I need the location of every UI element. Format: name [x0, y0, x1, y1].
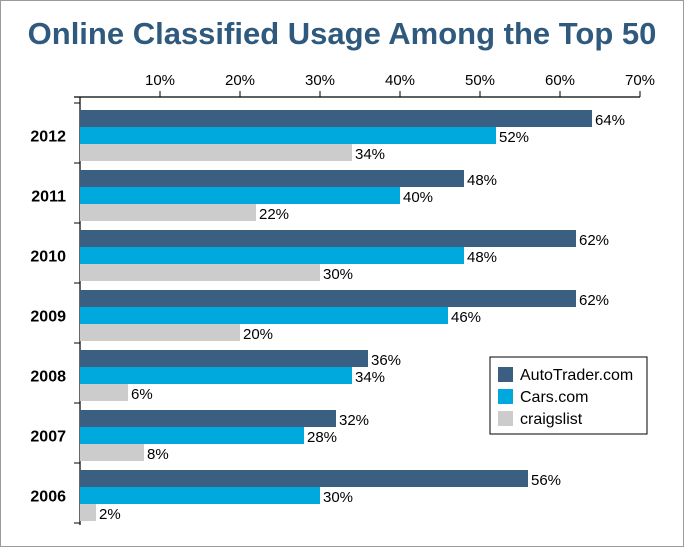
category-label: 2010	[30, 249, 66, 266]
bar	[80, 410, 336, 427]
data-label: 40%	[403, 189, 433, 206]
data-label: 62%	[579, 232, 609, 249]
bar	[80, 290, 576, 307]
category-label: 2006	[30, 489, 66, 506]
bar	[80, 144, 352, 161]
bar	[80, 170, 464, 187]
legend-swatch	[498, 411, 513, 426]
bar	[80, 470, 528, 487]
axis-layer: 10% 20% 30% 40% 50% 60% 70%	[74, 72, 655, 525]
data-label: 48%	[467, 172, 497, 189]
x-tick-label: 20%	[225, 72, 255, 89]
legend-label: craigslist	[520, 411, 583, 428]
data-label: 6%	[131, 386, 153, 403]
bar	[80, 264, 320, 281]
data-label: 62%	[579, 292, 609, 309]
bar	[80, 444, 144, 461]
data-label: 56%	[531, 472, 561, 489]
bar	[80, 230, 576, 247]
bar	[80, 324, 240, 341]
chart-title: Online Classified Usage Among the Top 50	[27, 16, 657, 51]
bar	[80, 110, 592, 127]
data-label: 48%	[467, 249, 497, 266]
bar	[80, 384, 128, 401]
bar	[80, 504, 96, 521]
category-label: 2008	[30, 369, 66, 386]
category-label: 2011	[31, 189, 66, 206]
bar	[80, 247, 464, 264]
x-tick-label: 10%	[145, 72, 175, 89]
legend-swatch	[498, 367, 513, 382]
bar	[80, 427, 304, 444]
data-label: 30%	[323, 266, 353, 283]
data-label: 30%	[323, 489, 353, 506]
x-tick-label: 30%	[305, 72, 335, 89]
bar	[80, 307, 448, 324]
data-label: 52%	[499, 129, 529, 146]
x-tick-label: 40%	[385, 72, 415, 89]
x-tick-label: 70%	[625, 72, 655, 89]
data-label: 34%	[355, 369, 385, 386]
data-label: 2%	[99, 506, 121, 523]
bar	[80, 350, 368, 367]
data-label: 46%	[451, 309, 481, 326]
x-tick-label: 50%	[465, 72, 495, 89]
bar	[80, 367, 352, 384]
bar	[80, 204, 256, 221]
category-label: 2009	[30, 309, 66, 326]
x-tick-label: 60%	[545, 72, 575, 89]
data-label: 36%	[371, 352, 401, 369]
bars-layer	[80, 110, 592, 521]
legend-box	[489, 356, 648, 435]
data-label: 64%	[595, 112, 625, 129]
bar	[80, 127, 496, 144]
data-label: 34%	[355, 146, 385, 163]
data-label: 22%	[259, 206, 289, 223]
category-label: 2012	[30, 129, 66, 146]
legend-swatch	[498, 389, 513, 404]
legend: AutoTrader.com Cars.com craigslist	[489, 356, 648, 435]
bar	[80, 187, 400, 204]
data-label: 32%	[339, 412, 369, 429]
data-label: 8%	[147, 446, 169, 463]
bar	[80, 487, 320, 504]
category-label: 2007	[30, 429, 66, 446]
legend-label: AutoTrader.com	[520, 367, 633, 384]
legend-label: Cars.com	[520, 389, 588, 406]
data-label: 20%	[243, 326, 273, 343]
labels-layer: 2012 64% 52% 34% 2011 48% 40% 22% 2010 62% 48% 30% 2…	[30, 112, 625, 523]
data-label: 28%	[307, 429, 337, 446]
